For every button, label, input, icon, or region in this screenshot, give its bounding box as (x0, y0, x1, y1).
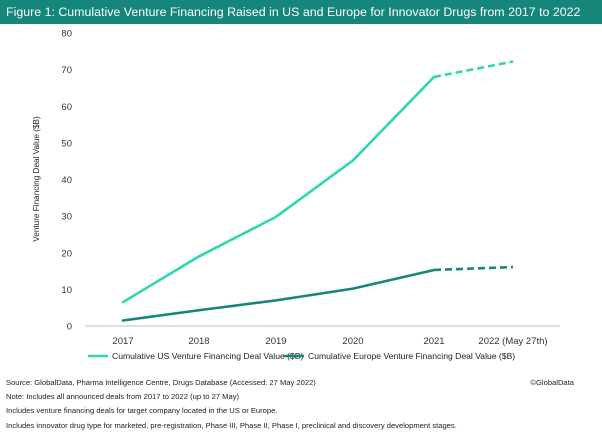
x-tick-label: 2018 (188, 336, 209, 347)
x-tick-label: 2021 (423, 336, 444, 347)
y-axis-label: Venture Financing Deal Value ($B) (32, 116, 41, 242)
figure-title: Figure 1: Cumulative Venture Financing R… (0, 0, 602, 24)
series-line-us (121, 75, 436, 304)
y-tick-label: 0 (67, 322, 72, 333)
legend: Cumulative US Venture Financing Deal Val… (88, 351, 515, 361)
y-tick-labels: 0 10 20 30 40 50 60 70 80 (61, 29, 72, 333)
y-tick-label: 20 (61, 248, 72, 259)
x-tick-labels: 2017 2018 2019 2020 2021 2022 (May 27th) (112, 336, 547, 347)
series-projection-europe (433, 265, 514, 272)
x-tick-label: 2020 (342, 336, 363, 347)
legend-label-europe: Cumulative Europe Venture Financing Deal… (308, 351, 515, 361)
series-lines (121, 60, 514, 322)
credit-label: ©GlobalData (530, 378, 574, 387)
source-note: Source: GlobalData, Pharma Intelligence … (6, 378, 316, 387)
y-axis-label-group: Venture Financing Deal Value ($B) (32, 116, 41, 242)
footer-note-2: Includes venture financing deals for tar… (6, 406, 278, 416)
footer-note-1: Note: Includes all announced deals from … (6, 392, 240, 402)
line-chart: Venture Financing Deal Value ($B) 0 10 20 3… (32, 29, 560, 361)
series-projection-us (433, 60, 514, 79)
footer-note-3: Includes innovator drug type for markete… (6, 420, 457, 430)
x-tick-label: 2017 (112, 336, 133, 347)
y-tick-label: 70 (61, 65, 72, 76)
series-line-europe (121, 268, 436, 322)
y-tick-label: 40 (61, 175, 72, 186)
legend-label-us: Cumulative US Venture Financing Deal Val… (112, 351, 304, 361)
y-tick-label: 80 (61, 29, 72, 40)
y-tick-label: 60 (61, 102, 72, 113)
x-tick-label: 2022 (May 27th) (478, 336, 547, 347)
x-tick-label: 2019 (265, 336, 286, 347)
y-tick-label: 30 (61, 212, 72, 223)
footer-notes: Source: GlobalData, Pharma Intelligence … (6, 376, 596, 433)
y-tick-label: 10 (61, 285, 72, 296)
y-tick-label: 50 (61, 138, 72, 149)
